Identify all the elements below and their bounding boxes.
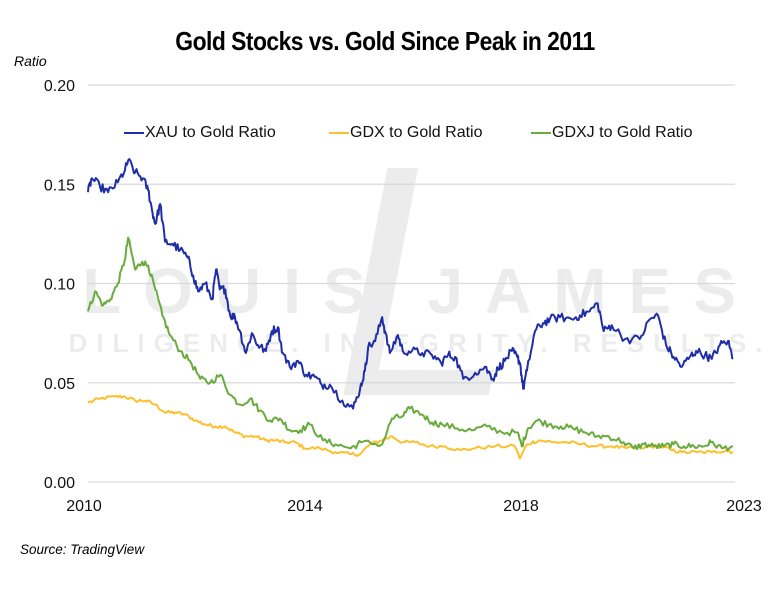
chart-title: Gold Stocks vs. Gold Since Peak in 2011 [175,26,595,56]
legend-swatch-gdxj [531,132,551,134]
x-tick-label: 2018 [503,498,539,515]
x-axis-ticks: 2010 2014 2018 2023 [66,498,762,515]
series-line-gdx [87,394,734,460]
series-line-gdxj [87,236,734,452]
y-axis-label: Ratio [14,53,47,69]
legend: XAU to Gold Ratio GDX to Gold Ratio GDXJ… [0,124,770,146]
watermark: L LOUIS JAMES DILIGENCE. INTEGRITY. RESU… [69,96,770,465]
source-note: Source: TradingView [20,542,145,557]
watermark-name: LOUIS JAMES [82,255,758,327]
x-tick-label: 2014 [287,498,323,515]
x-tick-label: 2023 [726,498,762,515]
y-tick-label: 0.20 [44,78,75,95]
y-tick-label: 0.15 [44,177,75,194]
legend-item-gdxj: GDXJ to Gold Ratio [531,124,693,142]
y-tick-label: 0.00 [44,475,75,492]
watermark-tagline: DILIGENCE. INTEGRITY. RESULTS. [69,328,770,358]
y-axis-ticks: 0.00 0.05 0.10 0.15 0.20 [44,78,75,492]
legend-item-xau: XAU to Gold Ratio [124,124,276,142]
legend-label-gdxj: GDXJ to Gold Ratio [552,124,693,141]
legend-label-xau: XAU to Gold Ratio [145,124,276,141]
series-line-xau [87,158,734,410]
legend-label-gdx: GDX to Gold Ratio [350,124,483,141]
watermark-monogram: L [333,96,517,465]
legend-item-gdx: GDX to Gold Ratio [329,124,483,142]
series-lines [87,158,734,460]
y-tick-label: 0.05 [44,376,75,393]
x-tick-label: 2010 [66,498,102,515]
legend-swatch-xau [124,132,144,134]
legend-swatch-gdx [329,132,349,134]
y-tick-label: 0.10 [44,277,75,294]
